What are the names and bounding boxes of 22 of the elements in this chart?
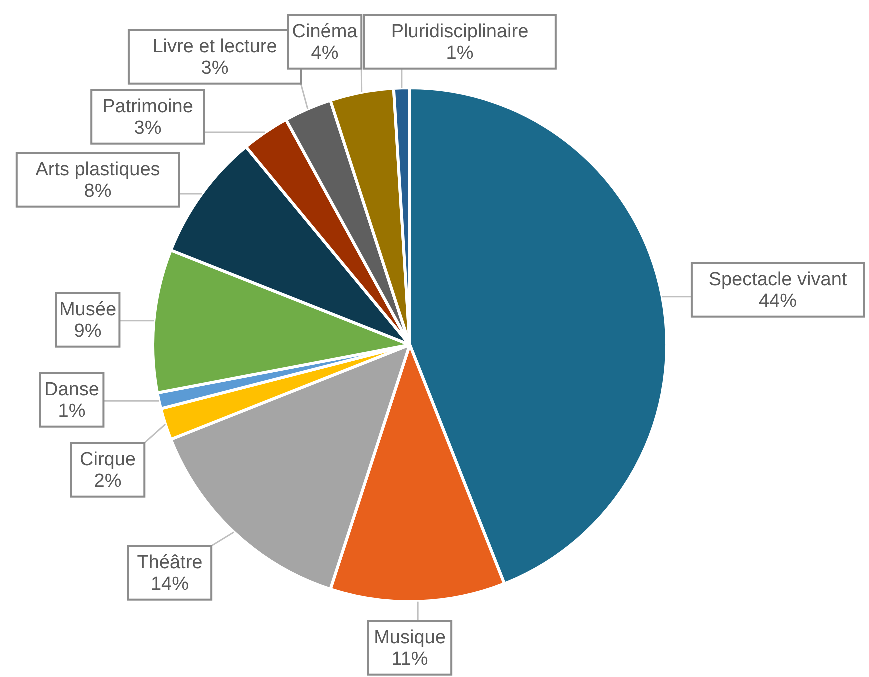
data-label: 3% (134, 118, 162, 140)
data-label: 44% (758, 291, 798, 312)
slice-label: Danse (44, 379, 100, 400)
data-label: 3% (201, 58, 229, 80)
slice-label: Patrimoine (102, 96, 194, 118)
slice-label: Musée (59, 299, 117, 320)
slice-label: Musique (374, 627, 446, 648)
slice-label: Spectacle vivant (708, 269, 848, 290)
data-label: 14% (150, 574, 190, 596)
slice-label: Théâtre (137, 552, 203, 574)
data-label: 11% (392, 649, 428, 670)
data-label: 9% (74, 321, 102, 342)
data-label: 4% (311, 43, 339, 64)
slice-label: Cinéma (292, 21, 358, 42)
data-label: 8% (84, 181, 112, 202)
data-label: 1% (446, 43, 474, 64)
slice-label: Cirque (80, 449, 136, 470)
data-label: 1% (58, 401, 86, 422)
slice-label: Livre et lecture (152, 36, 278, 58)
slice-label: Pluridisciplinaire (391, 21, 529, 42)
slice-label: Arts plastiques (36, 159, 160, 180)
data-label: 2% (94, 471, 122, 492)
